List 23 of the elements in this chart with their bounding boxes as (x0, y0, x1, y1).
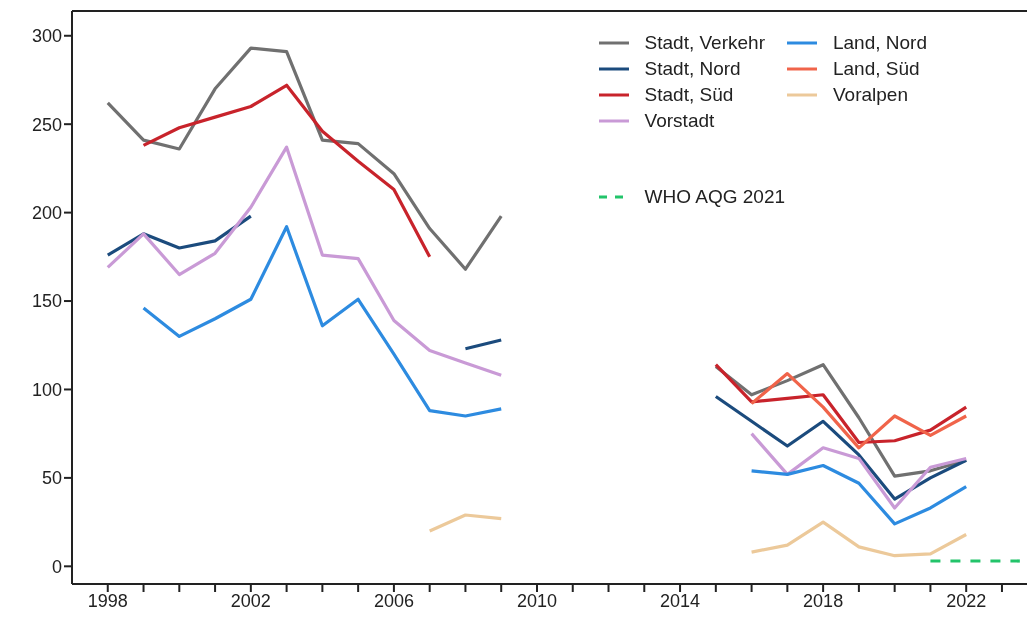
legend-label: Vorstadt (644, 110, 715, 132)
x-tick-label: 1998 (87, 590, 128, 611)
y-tick-label: 0 (51, 556, 62, 577)
y-tick-label: 50 (41, 468, 62, 489)
x-tick-label: 2010 (516, 590, 557, 611)
legend-label: Voralpen (832, 84, 908, 106)
x-tick-label: 2022 (946, 590, 987, 611)
legend-label: Land, Nord (832, 32, 927, 54)
x-tick-label: 2018 (803, 590, 844, 611)
x-tick-label: 2002 (230, 590, 271, 611)
legend-label: Land, Süd (832, 58, 920, 80)
y-tick-label: 300 (31, 26, 62, 47)
y-tick-label: 150 (31, 291, 62, 312)
line-series (749, 371, 968, 450)
legend-label: Stadt, Verkehr (644, 32, 765, 54)
y-tick-label: 200 (31, 203, 62, 223)
x-tick-label: 2006 (373, 590, 414, 611)
x-tick-label: 2014 (660, 590, 701, 611)
legend-label: Stadt, Nord (644, 58, 741, 80)
y-tick-label: 250 (31, 114, 62, 135)
legend-label: Stadt, Süd (644, 84, 734, 106)
y-tick-label: 100 (31, 379, 62, 400)
legend-label: WHO AQG 2021 (644, 186, 786, 208)
